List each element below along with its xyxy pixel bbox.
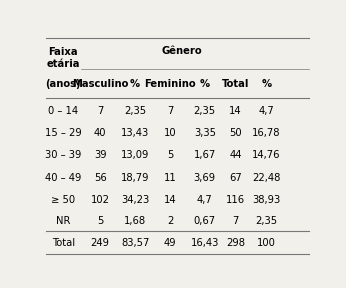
Text: 2,35: 2,35 (124, 106, 146, 116)
Text: 38,93: 38,93 (252, 195, 281, 205)
Text: 14: 14 (229, 106, 242, 116)
Text: 16,78: 16,78 (252, 128, 281, 138)
Text: %: % (130, 79, 140, 90)
Text: NR: NR (56, 216, 71, 226)
Text: 13,09: 13,09 (121, 150, 149, 160)
Text: 34,23: 34,23 (121, 195, 149, 205)
Text: 102: 102 (91, 195, 110, 205)
Text: 7: 7 (97, 106, 103, 116)
Text: 14,76: 14,76 (252, 150, 281, 160)
Text: 1,67: 1,67 (194, 150, 216, 160)
Text: 3,69: 3,69 (194, 173, 216, 183)
Text: 249: 249 (91, 238, 110, 249)
Text: 16,43: 16,43 (191, 238, 219, 249)
Text: 0 – 14: 0 – 14 (48, 106, 79, 116)
Text: 100: 100 (257, 238, 276, 249)
Text: Gênero: Gênero (161, 46, 202, 56)
Text: 44: 44 (229, 150, 242, 160)
Text: %: % (262, 79, 272, 90)
Text: (anos): (anos) (46, 79, 81, 90)
Text: 5: 5 (97, 216, 103, 226)
Text: 22,48: 22,48 (252, 173, 281, 183)
Text: ≥ 50: ≥ 50 (51, 195, 75, 205)
Text: 40: 40 (94, 128, 107, 138)
Text: 13,43: 13,43 (121, 128, 149, 138)
Text: Total: Total (52, 238, 75, 249)
Text: 116: 116 (226, 195, 245, 205)
Text: Feminino: Feminino (144, 79, 196, 90)
Text: 49: 49 (164, 238, 176, 249)
Text: 2,35: 2,35 (194, 106, 216, 116)
Text: 5: 5 (167, 150, 173, 160)
Text: Masculino: Masculino (72, 79, 128, 90)
Text: 15 – 29: 15 – 29 (45, 128, 82, 138)
Text: 40 – 49: 40 – 49 (45, 173, 82, 183)
Text: 1,68: 1,68 (124, 216, 146, 226)
Text: 2: 2 (167, 216, 173, 226)
Text: 7: 7 (233, 216, 239, 226)
Text: 14: 14 (164, 195, 176, 205)
Text: 0,67: 0,67 (194, 216, 216, 226)
Text: 10: 10 (164, 128, 176, 138)
Text: 39: 39 (94, 150, 107, 160)
Text: 11: 11 (164, 173, 176, 183)
Text: 4,7: 4,7 (197, 195, 213, 205)
Text: Total: Total (222, 79, 249, 90)
Text: 4,7: 4,7 (258, 106, 274, 116)
Text: 18,79: 18,79 (121, 173, 149, 183)
Text: 83,57: 83,57 (121, 238, 149, 249)
Text: 3,35: 3,35 (194, 128, 216, 138)
Text: 298: 298 (226, 238, 245, 249)
Text: 2,35: 2,35 (255, 216, 277, 226)
Text: 30 – 39: 30 – 39 (45, 150, 82, 160)
Text: %: % (200, 79, 210, 90)
Text: 7: 7 (167, 106, 173, 116)
Text: 56: 56 (94, 173, 107, 183)
Text: 67: 67 (229, 173, 242, 183)
Text: 50: 50 (229, 128, 242, 138)
Text: Faixa
etária: Faixa etária (47, 47, 80, 69)
